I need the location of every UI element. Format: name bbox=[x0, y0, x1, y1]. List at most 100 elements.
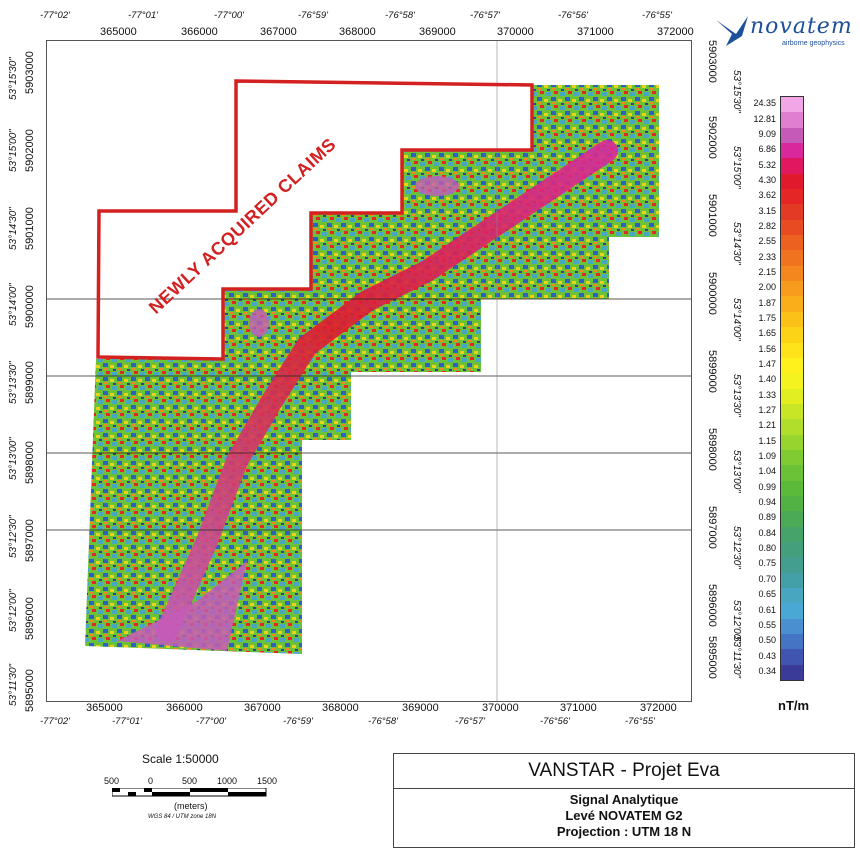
newly-acquired-claims-outline bbox=[96, 79, 534, 361]
lon-label: -77°01' bbox=[128, 10, 158, 21]
lon-label: -77°00' bbox=[214, 10, 244, 21]
legend-swatch bbox=[781, 618, 803, 635]
lon-label: -76°56' bbox=[558, 10, 588, 21]
legend-value: 0.43 bbox=[758, 650, 776, 661]
northing-label: 5896000 bbox=[706, 584, 718, 627]
northing-label: 5895000 bbox=[706, 636, 718, 679]
legend-swatch bbox=[781, 388, 803, 404]
northing-label: 5903000 bbox=[706, 40, 718, 83]
scale-tick: 500 bbox=[104, 776, 120, 786]
legend-value: 3.15 bbox=[758, 205, 776, 216]
scale-bar: Scale 1:50000 500 0 500 1000 1500 (meter… bbox=[100, 752, 290, 832]
easting-label: 365000 bbox=[100, 26, 137, 38]
legend-swatch bbox=[781, 173, 803, 190]
legend-swatch bbox=[781, 112, 803, 128]
lon-label: -76°59' bbox=[298, 10, 328, 21]
lat-label: 53°15'00" bbox=[8, 129, 19, 172]
scale-tick: 0 bbox=[148, 776, 154, 786]
northing-label: 5899000 bbox=[706, 350, 718, 393]
legend-swatch bbox=[781, 373, 803, 389]
legend-swatch bbox=[781, 219, 803, 236]
legend-value: 1.40 bbox=[758, 374, 776, 385]
legend-swatch bbox=[781, 327, 803, 343]
legend-value: 1.15 bbox=[758, 435, 776, 446]
lat-label: 53°13'30" bbox=[8, 361, 19, 404]
easting-label: 367000 bbox=[244, 702, 281, 714]
legend-value: 0.84 bbox=[758, 527, 776, 538]
easting-label: 370000 bbox=[482, 702, 519, 714]
lon-label: -76°59' bbox=[283, 716, 313, 727]
legend-value: 0.65 bbox=[758, 589, 776, 600]
legend-values: 24.35 12.81 9.09 6.86 5.32 4.30 3.62 3.1… bbox=[740, 96, 776, 679]
lon-label: -76°58' bbox=[385, 10, 415, 21]
legend-swatch bbox=[781, 649, 803, 665]
legend-value: 2.00 bbox=[758, 282, 776, 293]
legend-swatch bbox=[781, 465, 803, 481]
lon-label: -76°57' bbox=[470, 10, 500, 21]
easting-label: 369000 bbox=[419, 26, 456, 38]
lon-label: -77°01' bbox=[112, 716, 142, 727]
northing-label: 5900000 bbox=[24, 285, 36, 328]
legend-swatch bbox=[781, 250, 803, 266]
legend-value: 1.65 bbox=[758, 328, 776, 339]
legend-swatch bbox=[781, 664, 803, 681]
legend-swatch bbox=[781, 480, 803, 496]
title-block: VANSTAR - Projet Eva Signal Analytique L… bbox=[393, 753, 855, 848]
legend-swatch bbox=[781, 634, 803, 650]
map-canvas[interactable] bbox=[47, 41, 691, 701]
lon-label: -76°55' bbox=[642, 10, 672, 21]
lon-label: -77°02' bbox=[40, 716, 70, 727]
legend-swatch bbox=[781, 97, 803, 113]
lon-label: -77°02' bbox=[40, 10, 70, 21]
title-line-2: Levé NOVATEM G2 bbox=[565, 808, 683, 823]
map-frame[interactable]: NEWLY ACQUIRED CLAIMS bbox=[46, 40, 692, 702]
scale-unit: (meters) bbox=[174, 801, 208, 811]
legend-value: 1.56 bbox=[758, 343, 776, 354]
legend-swatch bbox=[781, 511, 803, 527]
scale-tick: 1000 bbox=[217, 776, 238, 786]
northing-label: 5903000 bbox=[24, 51, 36, 94]
legend-value: 5.32 bbox=[758, 159, 776, 170]
legend-value: 24.35 bbox=[753, 98, 776, 109]
legend-swatch bbox=[781, 204, 803, 220]
lat-label: 53°11'30" bbox=[8, 663, 19, 706]
northing-label: 5895000 bbox=[24, 669, 36, 712]
legend-value: 6.86 bbox=[758, 144, 776, 155]
legend-value: 2.33 bbox=[758, 251, 776, 262]
legend-value: 0.34 bbox=[758, 665, 776, 676]
legend-value: 1.33 bbox=[758, 389, 776, 400]
lat-label: 53°14'00" bbox=[8, 283, 19, 326]
scale-title: Scale 1:50000 bbox=[142, 752, 219, 766]
title-line-3: Projection : UTM 18 N bbox=[556, 824, 692, 839]
lon-label: -76°55' bbox=[625, 716, 655, 727]
easting-label: 367000 bbox=[260, 26, 297, 38]
northing-label: 5900000 bbox=[706, 272, 718, 315]
lon-label: -76°56' bbox=[540, 716, 570, 727]
legend-unit: nT/m bbox=[778, 698, 810, 713]
easting-label: 365000 bbox=[86, 702, 123, 714]
northing-label: 5896000 bbox=[24, 597, 36, 640]
legend-value: 1.87 bbox=[758, 297, 776, 308]
easting-label: 366000 bbox=[181, 26, 218, 38]
scale-bar-graphic bbox=[112, 788, 267, 797]
legend-swatch bbox=[781, 572, 803, 588]
legend-swatch bbox=[781, 342, 803, 358]
project-title: VANSTAR - Projet Eva bbox=[394, 754, 854, 789]
anomaly-ridge bbox=[156, 140, 618, 642]
legend-swatch bbox=[781, 143, 803, 159]
easting-label: 371000 bbox=[560, 702, 597, 714]
northing-label: 5902000 bbox=[706, 116, 718, 159]
easting-label: 368000 bbox=[339, 26, 376, 38]
legend-swatch bbox=[781, 281, 803, 297]
legend-swatch bbox=[781, 588, 803, 604]
lat-label: 53°12'00" bbox=[8, 589, 19, 632]
easting-label: 366000 bbox=[166, 702, 203, 714]
legend-swatch bbox=[781, 403, 803, 420]
lat-label: 53°13'00" bbox=[8, 437, 19, 480]
legend-value: 0.55 bbox=[758, 619, 776, 630]
easting-label: 369000 bbox=[402, 702, 439, 714]
lat-label: 53°12'30" bbox=[8, 515, 19, 558]
legend-swatch bbox=[781, 449, 803, 466]
logo-tagline: airborne geophysics bbox=[782, 40, 845, 47]
legend-value: 0.94 bbox=[758, 497, 776, 508]
